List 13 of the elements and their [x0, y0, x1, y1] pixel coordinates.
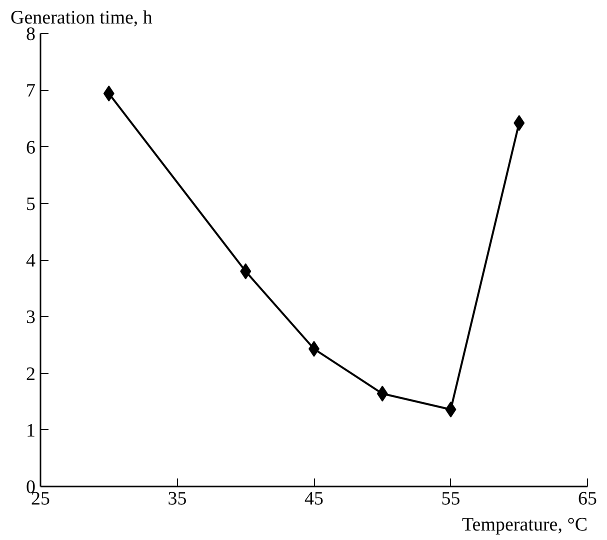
y-tick-label: 1: [26, 420, 36, 442]
y-tick-label: 6: [26, 137, 36, 158]
y-tick-label: 0: [26, 477, 36, 498]
y-tick-label: 4: [26, 250, 36, 272]
x-tick-label: 65: [578, 488, 597, 510]
x-tick-label: 45: [304, 488, 324, 510]
y-tick-label: 3: [26, 307, 36, 328]
y-tick-label: 2: [26, 364, 36, 385]
x-tick-label: 35: [168, 488, 187, 510]
x-tick-label: 55: [441, 488, 460, 510]
y-tick-label: 5: [26, 194, 36, 215]
y-tick-label: 7: [26, 80, 36, 102]
x-axis-title: Temperature, °C: [462, 514, 588, 536]
